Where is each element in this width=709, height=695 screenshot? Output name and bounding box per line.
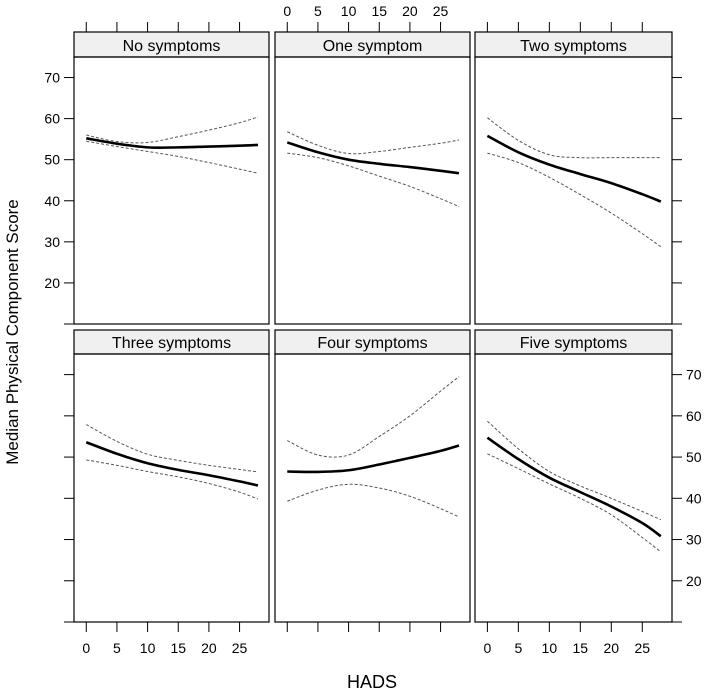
panel-title: Two symptoms: [520, 38, 627, 55]
upper-ci-line: [287, 376, 460, 458]
panel-title: One symptom: [323, 38, 423, 55]
y-tick-label: 30: [686, 532, 702, 548]
lower-ci-line: [287, 483, 460, 518]
x-tick-label: 5: [113, 640, 121, 656]
x-tick-label: 20: [604, 640, 620, 656]
y-tick-label: 20: [44, 275, 60, 291]
upper-ci-line: [287, 131, 460, 155]
x-tick-label: 10: [542, 640, 558, 656]
x-tick-label: 5: [314, 3, 322, 19]
lower-ci-line: [487, 152, 662, 248]
y-tick-label: 60: [44, 111, 60, 127]
x-tick-label: 0: [82, 640, 90, 656]
y-tick-label: 30: [44, 234, 60, 250]
x-tick-label: 10: [341, 3, 357, 19]
x-tick-label: 15: [371, 3, 387, 19]
y-axis-label: Median Physical Component Score: [3, 199, 22, 465]
fit-line: [486, 436, 662, 538]
upper-ci-line: [86, 424, 259, 473]
y-tick-label: 40: [686, 490, 702, 506]
y-tick-label: 70: [686, 367, 702, 383]
x-tick-label: 15: [170, 640, 186, 656]
x-tick-label: 25: [634, 640, 650, 656]
panel-strip: [274, 31, 471, 58]
fit-line: [287, 444, 460, 474]
x-tick-label: 25: [232, 640, 248, 656]
panel-strip: [73, 31, 270, 58]
y-tick-label: 50: [44, 152, 60, 168]
panel-strip: [474, 31, 673, 58]
x-tick-label: 15: [573, 640, 589, 656]
y-tick-label: 70: [44, 70, 60, 86]
lower-ci-line: [287, 152, 460, 207]
panel-frame: [73, 56, 270, 325]
panel-no-symptoms: No symptoms 20 30 40 50 60 70: [44, 22, 270, 325]
panel-frame: [274, 353, 471, 623]
panel-title: Five symptoms: [520, 335, 628, 352]
panel-frame: [474, 56, 673, 325]
x-tick-label: 20: [201, 640, 217, 656]
panel-title: No symptoms: [123, 38, 221, 55]
panel-two-symptoms: Two symptoms: [474, 22, 682, 325]
upper-ci-line: [487, 420, 662, 521]
x-tick-label: 25: [433, 3, 449, 19]
x-tick-label: 10: [140, 640, 156, 656]
panel-strip: [274, 329, 471, 355]
lower-ci-line: [487, 453, 662, 553]
fit-line: [486, 134, 662, 203]
lower-ci-line: [86, 459, 259, 500]
x-tick-label: 5: [514, 640, 522, 656]
fit-line: [286, 141, 460, 175]
lower-ci-line: [86, 140, 259, 174]
x-tick-label: 0: [283, 3, 291, 19]
panel-strip: [73, 329, 270, 355]
panel-frame: [474, 353, 673, 623]
panel-five-symptoms: Five symptoms 0 5 10 15 20 25 20 30 40 50 60 70: [474, 329, 702, 656]
fit-line: [86, 137, 259, 149]
fit-line: [85, 441, 259, 487]
panel-four-symptoms: Four symptoms: [274, 329, 471, 632]
y-tick-label: 40: [44, 193, 60, 209]
upper-ci-line: [487, 117, 661, 159]
panel-one-symptom: One symptom 0 5 10 15 20 25: [274, 3, 471, 325]
panel-three-symptoms: Three symptoms 0 5 10 15 20 25: [64, 329, 270, 656]
panel-frame: [73, 353, 270, 623]
upper-ci-line: [86, 116, 259, 144]
panel-frame: [274, 56, 471, 325]
y-tick-label: 50: [686, 449, 702, 465]
y-tick-label: 20: [686, 573, 702, 589]
x-tick-label: 0: [483, 640, 491, 656]
x-axis-label: HADS: [347, 672, 397, 690]
panel-title: Four symptoms: [317, 335, 427, 352]
panel-title: Three symptoms: [112, 335, 231, 352]
x-tick-label: 20: [402, 3, 418, 19]
y-tick-label: 60: [686, 408, 702, 424]
